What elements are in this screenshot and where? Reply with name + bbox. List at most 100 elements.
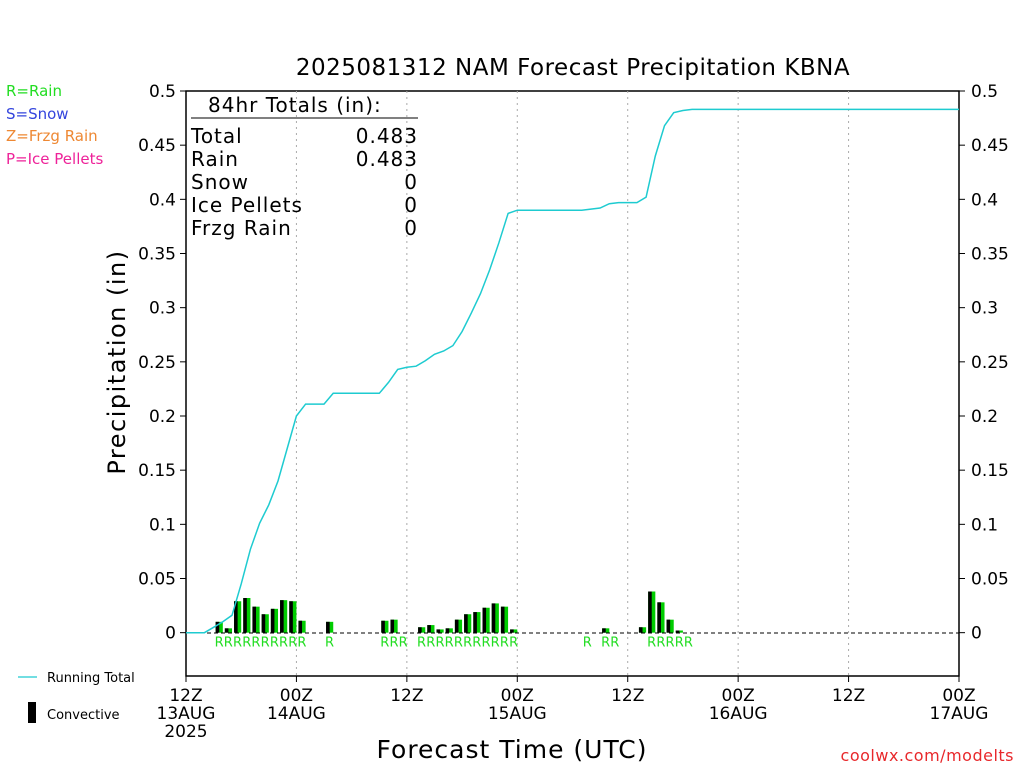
totals-value-frzg-rain: 0	[404, 216, 418, 240]
convective-bar-20	[482, 607, 487, 633]
y-tick-label-left-7: 0.35	[138, 245, 176, 265]
ptype-marker-10: R	[325, 636, 334, 651]
key-frzg-rain: Z=Frzg Rain	[6, 127, 98, 145]
ptype-marker-6: R	[270, 636, 279, 651]
y-tick-label-right-0: 0	[971, 624, 982, 644]
totals-label-ice-pellets: Ice Pellets	[191, 193, 303, 217]
convective-bar-1	[224, 628, 229, 633]
convective-bar-22	[500, 606, 505, 633]
gridlines	[295, 91, 850, 676]
convective-bar-6	[270, 608, 275, 633]
ptype-marker-0: R	[215, 636, 224, 651]
x-tick-label-0-1: 13AUG	[157, 704, 216, 724]
totals-label-snow: Snow	[191, 170, 249, 194]
convective-bar-15	[436, 629, 441, 633]
convective-bar-3	[243, 598, 247, 633]
convective-bar-24	[602, 628, 606, 633]
ptype-marker-5: R	[261, 636, 270, 651]
y-tick-label-right-8: 0.4	[971, 190, 998, 210]
chart-legend: Running Total Convective	[18, 671, 135, 723]
totals-value-rain: 0.483	[356, 147, 418, 171]
y-tick-label-right-7: 0.35	[971, 245, 1009, 265]
ptype-marker-22: R	[491, 636, 500, 651]
y-tick-label-left-9: 0.45	[138, 136, 176, 156]
convective-bar-29	[675, 630, 680, 633]
y-tick-label-right-6: 0.3	[971, 299, 998, 319]
ptype-marker-7: R	[279, 636, 288, 651]
x-tick-label-3-0: 00Z	[501, 686, 534, 706]
y-tick-label-left-0: 0	[165, 624, 176, 644]
x-tick-label-2-0: 12Z	[390, 686, 423, 706]
key-ice-pellets: P=Ice Pellets	[6, 150, 103, 168]
ptype-marker-3: R	[242, 636, 251, 651]
totals-value-snow: 0	[404, 170, 418, 194]
key-rain: R=Rain	[6, 82, 62, 100]
ptype-marker-1: R	[224, 636, 233, 651]
y-axis-left: 0 0.05 0.1 0.15 0.2 0.25 0.3 0.35 0.4 0.45 0.5	[138, 82, 186, 644]
totals-box: 84hr Totals (in): Total 0.483 Rain 0.483…	[190, 93, 418, 240]
convective-bar-14	[427, 625, 431, 633]
ptype-marker-21: R	[481, 636, 490, 651]
x-tick-label-0-0: 12Z	[169, 686, 202, 706]
ptype-marker-8: R	[288, 636, 297, 651]
x-tick-label-7-0: 00Z	[942, 686, 975, 706]
convective-bar-12	[390, 619, 395, 633]
convective-bar-25	[638, 627, 643, 633]
y-tick-label-right-10: 0.5	[971, 82, 998, 102]
ptype-marker-12: R	[389, 636, 398, 651]
plot-area	[185, 90, 960, 677]
convective-bar-4	[252, 606, 257, 633]
ptype-marker-2: R	[233, 636, 242, 651]
totals-label-rain: Rain	[191, 147, 239, 171]
y-tick-label-left-2: 0.1	[149, 515, 176, 535]
x-tick-label-6-0: 12Z	[832, 686, 865, 706]
convective-bar-21	[491, 603, 496, 633]
y-tick-label-right-9: 0.45	[971, 136, 1009, 156]
convective-bar-23	[510, 629, 514, 633]
ptype-marker-14: R	[417, 636, 426, 651]
ptype-marker-4: R	[251, 636, 260, 651]
legend-convective-swatch	[28, 702, 36, 723]
ptype-marker-20: R	[472, 636, 481, 651]
x-tick-label-1-1: 14AUG	[267, 704, 326, 724]
ptype-marker-27: R	[610, 636, 619, 651]
x-tick-label-5-0: 00Z	[722, 686, 755, 706]
convective-bar-5	[261, 614, 266, 633]
ptype-marker-11: R	[380, 636, 389, 651]
totals-value-total: 0.483	[356, 124, 418, 148]
convective-bar-11	[381, 620, 385, 633]
y-tick-label-left-3: 0.15	[138, 461, 176, 481]
convective-bar-2	[234, 601, 238, 633]
convective-bar-0	[215, 621, 220, 633]
x-tick-label-5-1: 16AUG	[709, 704, 768, 724]
y-tick-label-left-1: 0.05	[138, 570, 176, 590]
running-total-line	[186, 108, 959, 634]
convective-bar-17	[454, 619, 459, 633]
convective-bar-27	[657, 602, 661, 633]
ptype-marker-30: R	[666, 636, 675, 651]
y-tick-label-right-2: 0.1	[971, 515, 998, 535]
y-tick-label-left-4: 0.2	[149, 407, 176, 427]
totals-heading: 84hr Totals (in):	[208, 93, 382, 117]
convective-bar-8	[289, 601, 293, 633]
totals-label-frzg-rain: Frzg Rain	[191, 216, 292, 240]
y-axis-title: Precipitation (in)	[103, 249, 131, 474]
convective-bar-26	[648, 591, 652, 633]
totals-label-total: Total	[190, 124, 243, 148]
legend-running-total-label: Running Total	[47, 671, 135, 686]
ptype-marker-24: R	[509, 636, 518, 651]
convective-bar-28	[666, 619, 671, 633]
convective-bar-7	[280, 600, 284, 633]
ptype-marker-17: R	[445, 636, 454, 651]
ptype-marker-29: R	[656, 636, 665, 651]
convective-bar-16	[445, 628, 450, 633]
x-tick-label-0-2: 2025	[164, 722, 207, 742]
ptype-marker-18: R	[454, 636, 463, 651]
credit-text: coolwx.com/modelts	[841, 746, 1014, 765]
convective-bar-19	[473, 612, 477, 633]
y-tick-label-left-6: 0.3	[149, 299, 176, 319]
ptype-marker-16: R	[435, 636, 444, 651]
x-tick-label-7-1: 17AUG	[930, 704, 989, 724]
